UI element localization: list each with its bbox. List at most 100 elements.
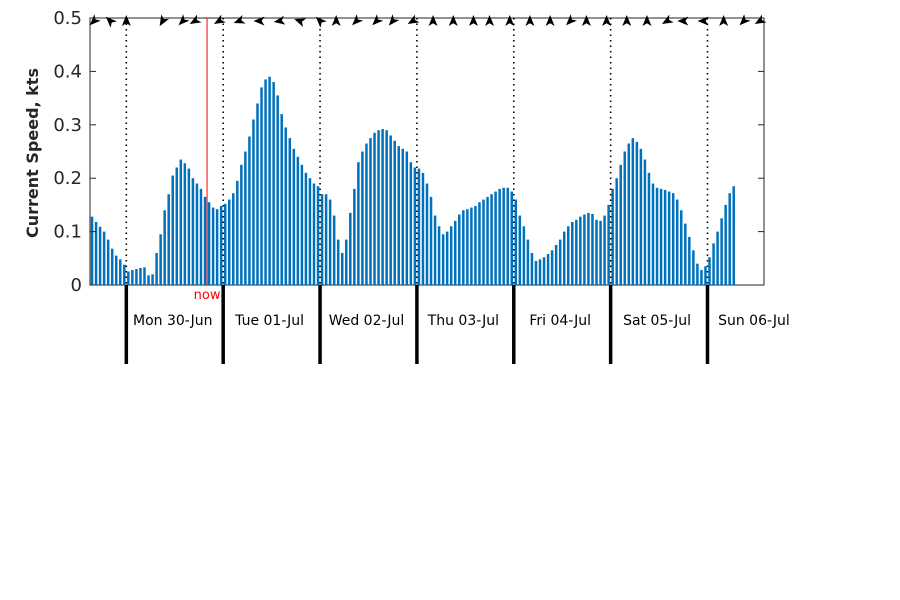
bar [437, 226, 441, 285]
bar [232, 193, 235, 285]
bar [720, 218, 723, 285]
direction-arrow [159, 14, 170, 27]
bar [187, 168, 191, 285]
bar [506, 187, 509, 285]
direction-arrow [468, 15, 478, 26]
bar [340, 252, 344, 285]
bar [494, 191, 497, 285]
bar [171, 175, 174, 285]
bar [696, 263, 699, 285]
bar [571, 221, 574, 285]
bar [175, 167, 179, 285]
direction-arrow [697, 16, 709, 26]
bar [502, 187, 505, 285]
bar [445, 231, 449, 285]
bar [353, 188, 356, 285]
bar [163, 210, 166, 285]
bar [647, 172, 651, 285]
bar [615, 178, 618, 285]
bar [510, 191, 514, 285]
bar [607, 204, 610, 285]
bar [195, 183, 199, 285]
direction-arrow [448, 15, 458, 26]
direction-arrow [622, 15, 632, 26]
bar [651, 183, 655, 285]
bar [538, 259, 542, 285]
bar [183, 163, 187, 285]
bar [236, 180, 239, 285]
bar [474, 205, 477, 285]
bar [490, 194, 493, 285]
bar [296, 156, 300, 285]
bar [534, 260, 538, 285]
bar [732, 186, 735, 285]
bar [373, 132, 376, 285]
bar [688, 236, 691, 285]
bar [530, 252, 534, 285]
bar [276, 95, 279, 286]
bar [449, 226, 453, 285]
bar [486, 196, 489, 285]
bar [260, 87, 263, 285]
day-label: Fri 04-Jul [529, 313, 591, 329]
bar [215, 209, 219, 285]
day-label: Sat 05-Jul [623, 313, 691, 329]
bar [393, 140, 396, 285]
direction-arrow [677, 16, 689, 26]
y-tick-label: 0.2 [53, 168, 82, 189]
bar [498, 188, 501, 285]
bar [114, 255, 118, 285]
bar [219, 205, 223, 285]
day-dividers [124, 18, 710, 364]
bar [526, 239, 530, 285]
bar [599, 220, 602, 285]
bar [324, 194, 328, 285]
direction-arrow [485, 15, 495, 26]
direction-arrow [89, 14, 101, 26]
direction-arrow [372, 14, 384, 26]
bar [127, 271, 130, 285]
bar [227, 199, 231, 285]
bar [655, 187, 659, 285]
bar [248, 136, 251, 285]
bar [147, 275, 150, 285]
bar [102, 231, 106, 285]
now-label: now [194, 288, 221, 303]
y-tick-label: 0.5 [53, 8, 82, 29]
bar [562, 231, 566, 285]
bar [316, 186, 320, 285]
bar [470, 207, 473, 285]
bar [256, 103, 259, 285]
direction-arrow [754, 14, 767, 24]
direction-arrow [233, 15, 246, 24]
bar [712, 243, 715, 285]
direction-arrow [525, 15, 535, 26]
bar [332, 215, 336, 285]
direction-arrow [121, 15, 131, 26]
bar [433, 215, 437, 285]
bar [264, 79, 267, 285]
bar [478, 202, 481, 285]
bar [591, 213, 594, 285]
bar [308, 178, 312, 285]
bar [716, 231, 719, 285]
bar [441, 234, 445, 285]
bar [466, 209, 469, 285]
bar [90, 216, 94, 285]
bar [429, 196, 433, 285]
bar [550, 250, 554, 285]
y-tick-label: 0.3 [53, 115, 82, 136]
bar [155, 252, 158, 285]
bar [110, 248, 114, 285]
bar [595, 219, 598, 285]
bar [135, 268, 138, 285]
bar [514, 199, 518, 285]
bar [409, 162, 413, 285]
bar [320, 194, 324, 285]
bar [663, 189, 667, 285]
bar [292, 148, 296, 285]
direction-arrow [545, 15, 555, 26]
bar [583, 214, 586, 285]
bar [575, 219, 578, 285]
